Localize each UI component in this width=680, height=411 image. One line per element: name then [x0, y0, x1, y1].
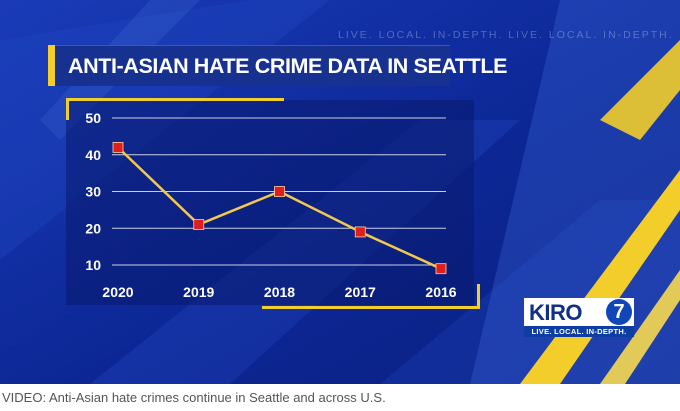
x-tick-label: 2019	[183, 284, 214, 300]
y-tick-label: 20	[85, 220, 101, 236]
plot-panel	[66, 100, 474, 305]
title-banner	[48, 45, 450, 86]
y-tick-label: 50	[85, 110, 101, 126]
data-point-2019	[193, 219, 205, 230]
y-tick-label: 10	[85, 257, 101, 273]
background-tagline: LIVE. LOCAL. IN-DEPTH. LIVE. LOCAL. IN-D…	[338, 29, 674, 41]
plot-accent-top	[66, 98, 284, 101]
logo-channel-number: 7	[606, 299, 632, 325]
x-tick-label: 2016	[425, 284, 456, 300]
plot-accent-right	[477, 284, 480, 309]
logo-wordmark: KIRO	[529, 300, 583, 325]
y-tick-label: 40	[85, 147, 101, 163]
data-point-2020	[112, 141, 124, 153]
video-frame: LIVE. LOCAL. IN-DEPTH. LIVE. LOCAL. IN-D…	[0, 0, 680, 384]
video-caption: VIDEO: Anti-Asian hate crimes continue i…	[2, 390, 386, 405]
data-point-2017	[354, 226, 366, 238]
x-tick-label: 2018	[264, 284, 295, 300]
data-point-2016	[435, 263, 447, 275]
chart-title: ANTI-ASIAN HATE CRIME DATA IN SEATTLE	[68, 54, 508, 78]
y-tick-label: 30	[85, 184, 101, 200]
plot-accent-bottom	[262, 306, 480, 309]
title-accent-bar	[48, 45, 55, 86]
logo-tagline: LIVE. LOCAL. IN-DEPTH.	[524, 326, 634, 337]
plot-accent-left	[66, 98, 69, 120]
x-tick-label: 2020	[102, 284, 133, 300]
station-logo: KIRO 7 LIVE. LOCAL. IN-DEPTH.	[524, 298, 634, 338]
x-tick-label: 2017	[345, 284, 376, 300]
line-chart: 10 20 30 40 50 2020 2019 2018 2017 2016	[66, 98, 480, 309]
data-point-2018	[274, 186, 285, 197]
